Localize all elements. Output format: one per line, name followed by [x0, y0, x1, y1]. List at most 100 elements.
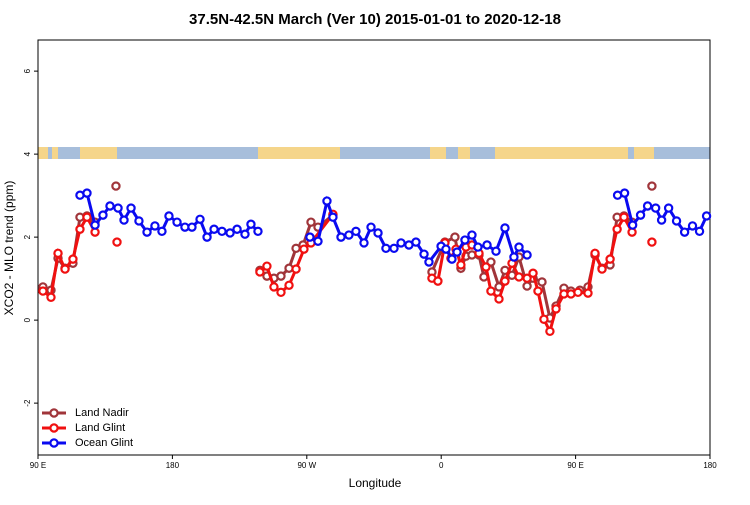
data-point	[164, 211, 174, 221]
data-point	[481, 262, 491, 272]
data-point	[479, 272, 489, 282]
data-point	[82, 188, 92, 198]
data-point	[389, 243, 399, 254]
data-point	[590, 248, 600, 259]
data-point	[627, 220, 638, 230]
data-point	[450, 232, 460, 242]
data-point	[113, 203, 123, 213]
data-point	[491, 246, 501, 256]
data-point	[679, 227, 690, 237]
legend-label: Land Glint	[75, 422, 125, 434]
data-point	[217, 226, 227, 237]
data-point	[612, 224, 622, 234]
data-point	[533, 286, 543, 296]
data-point	[452, 247, 462, 257]
data-point	[225, 228, 235, 238]
data-point	[500, 223, 510, 233]
data-point	[522, 281, 532, 291]
data-point	[53, 248, 63, 259]
data-point	[494, 294, 504, 304]
data-point	[82, 212, 92, 222]
data-point	[105, 201, 115, 211]
data-point	[473, 242, 483, 252]
data-point	[551, 304, 561, 314]
data-point	[60, 264, 70, 274]
data-point	[647, 237, 657, 247]
data-point	[381, 243, 391, 254]
data-point	[134, 216, 144, 226]
data-point	[514, 242, 524, 252]
x-tick-label: 180	[703, 461, 717, 470]
x-tick-label: 90 E	[30, 461, 46, 470]
data-point	[663, 203, 674, 213]
data-point	[209, 224, 219, 234]
data-point	[111, 181, 121, 191]
legend-label: Land Nadir	[75, 407, 129, 419]
data-point	[284, 280, 294, 290]
data-point	[373, 228, 383, 238]
data-point	[456, 260, 466, 270]
data-point	[635, 210, 646, 220]
y-tick-label: -2	[23, 399, 32, 407]
data-point	[500, 276, 510, 286]
data-point	[687, 221, 698, 231]
x-tick-label: 0	[439, 461, 444, 470]
data-point	[172, 217, 182, 227]
data-point	[671, 216, 682, 226]
data-point	[647, 181, 657, 191]
y-tick-label: 6	[23, 68, 32, 73]
x-tick-label: 90 E	[567, 461, 583, 470]
data-point	[269, 282, 279, 292]
data-point	[253, 226, 263, 237]
y-axis-label: XCO2 - MLO trend (ppm)	[2, 181, 16, 316]
legend-marker	[49, 423, 59, 433]
x-tick-label: 90 W	[297, 461, 316, 470]
data-point	[447, 254, 457, 264]
data-point	[150, 221, 160, 231]
data-point	[539, 314, 549, 324]
legend-label: Ocean Glint	[75, 437, 133, 449]
data-point	[322, 196, 332, 206]
data-point	[522, 250, 532, 260]
data-point	[187, 222, 197, 232]
data-point	[424, 257, 434, 267]
y-tick-label: 2	[23, 234, 32, 239]
data-point	[328, 212, 338, 222]
data-point	[75, 224, 85, 234]
data-point	[98, 210, 108, 220]
data-point	[514, 272, 524, 282]
data-point	[619, 188, 630, 198]
data-point	[276, 271, 286, 281]
data-point	[255, 267, 265, 277]
plot-frame	[37, 39, 711, 456]
data-point	[701, 211, 712, 221]
data-point	[396, 238, 406, 248]
data-point	[460, 235, 470, 245]
data-point	[642, 201, 653, 211]
data-point	[119, 215, 129, 225]
data-point	[90, 220, 100, 230]
map-strip	[38, 147, 710, 159]
data-point	[305, 232, 315, 242]
data-point	[509, 252, 519, 262]
chart-title: 37.5N-42.5N March (Ver 10) 2015-01-01 to…	[189, 11, 561, 28]
legend-marker	[49, 438, 59, 448]
data-point	[351, 226, 361, 237]
data-point	[467, 230, 477, 240]
legend-marker	[49, 408, 59, 418]
data-point	[619, 212, 629, 222]
data-point	[411, 237, 421, 247]
data-point	[359, 238, 369, 248]
data-point	[142, 227, 152, 237]
data-point	[528, 268, 538, 278]
data-point	[276, 287, 286, 298]
data-point	[419, 249, 429, 259]
data-point	[246, 219, 256, 229]
y-tick-label: 0	[23, 317, 32, 322]
data-point	[202, 232, 212, 242]
data-point	[195, 214, 205, 224]
data-point	[240, 229, 250, 239]
data-point	[232, 224, 242, 234]
data-point	[336, 232, 346, 242]
